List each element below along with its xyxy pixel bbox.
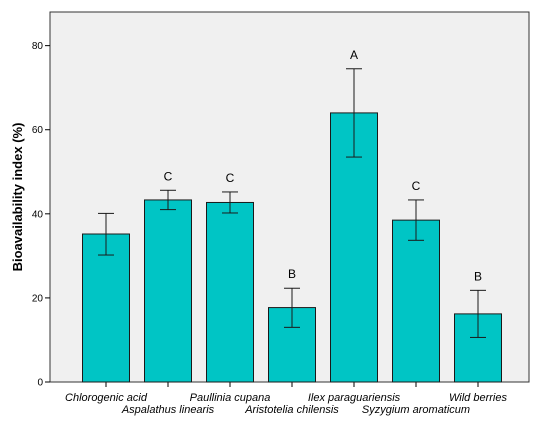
group-label: C (226, 171, 235, 185)
group-labels: C C B A C B (164, 48, 482, 284)
bar (82, 233, 130, 383)
category-label: Paullinia cupana (190, 392, 271, 404)
y-tick-label: 80 (32, 41, 44, 52)
category-label: Chlorogenic acid (65, 392, 148, 404)
category-label: Aspalathus linearis (121, 404, 215, 416)
group-label: B (474, 269, 482, 283)
category-label: Wild berries (449, 392, 507, 404)
y-axis: 0 20 40 60 80 (32, 41, 50, 389)
bar (206, 201, 254, 383)
bar (330, 112, 378, 383)
group-label: C (412, 179, 421, 193)
group-label: A (350, 48, 358, 62)
category-label: Syzygium aromaticum (362, 404, 470, 416)
y-axis-title: Bioavailability index (%) (10, 123, 25, 272)
bar (392, 219, 440, 383)
y-tick-label: 0 (37, 378, 43, 389)
category-label: Aristotelia chilensis (244, 404, 339, 416)
x-axis (105, 382, 479, 387)
bar (144, 199, 192, 383)
error-bars (98, 68, 486, 338)
group-label: B (288, 267, 296, 281)
y-tick-label: 40 (32, 209, 44, 220)
y-tick-label: 20 (32, 293, 44, 304)
group-label: C (164, 169, 173, 183)
category-label: Ilex paraguariensis (308, 392, 401, 404)
y-tick-label: 60 (32, 125, 44, 136)
